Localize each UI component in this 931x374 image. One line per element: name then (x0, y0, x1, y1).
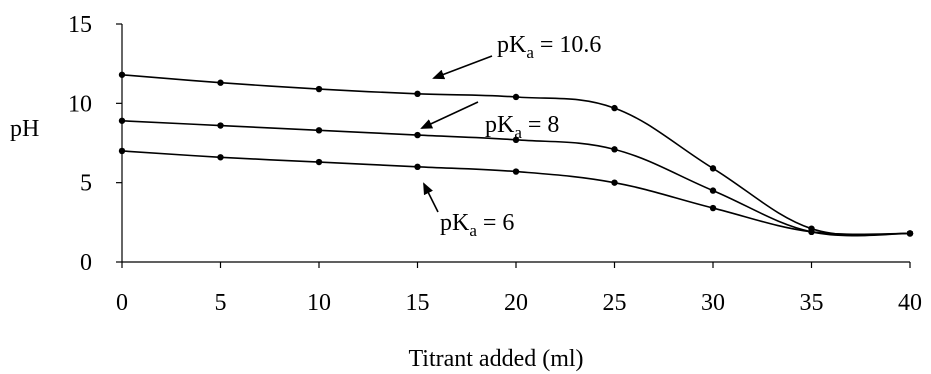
series-2-point (414, 131, 421, 139)
y-tick-label: 10 (68, 91, 92, 117)
y-tick-label: 15 (68, 12, 92, 38)
y-tick-label: 0 (80, 250, 92, 276)
series-2-point (709, 187, 717, 194)
series-1-point (315, 85, 323, 93)
annotation-label: pKa = 8 (485, 112, 559, 142)
annotation-arrow (420, 101, 479, 129)
series-2-point (118, 117, 126, 124)
annotation-label: pKa = 6 (440, 210, 514, 240)
series-1-point (709, 165, 717, 172)
series-1-line (121, 73, 911, 236)
series-3-point (315, 158, 323, 166)
series-3-point (709, 204, 717, 212)
series-1-point (414, 90, 421, 98)
series-1-point (118, 71, 126, 78)
series-3-point (512, 168, 520, 175)
series-2-point (611, 146, 618, 153)
annotation-arrow (432, 55, 493, 80)
x-tick-label: 35 (800, 290, 824, 316)
axes: 0 5 10 15 0 5 10 15 20 25 30 35 40 (68, 12, 922, 316)
series-3-point (906, 230, 914, 237)
x-tick-label: 5 (215, 290, 227, 316)
series-2-point (217, 122, 224, 129)
series-2-point (315, 127, 323, 134)
series-3-point (611, 179, 618, 186)
x-tick-label: 0 (116, 290, 128, 316)
annotations: pKa = 10.6 pKa = 8 pKa = 6 (420, 32, 601, 240)
series-3-point (217, 154, 224, 161)
x-tick-label: 30 (701, 290, 725, 316)
y-tick-label: 5 (80, 171, 92, 197)
x-tick-label: 15 (406, 290, 430, 316)
x-tick-label: 25 (603, 290, 627, 316)
series-1-point (611, 104, 618, 112)
series-3-line (121, 150, 911, 236)
series-2-point (512, 136, 520, 144)
series-group (118, 71, 914, 237)
series-1-point (512, 93, 520, 101)
series-3-point (414, 163, 421, 170)
series-1-point (217, 79, 224, 86)
series-3-point (118, 147, 126, 155)
series-3-point (808, 228, 815, 236)
y-axis-title: pH (10, 116, 39, 142)
x-tick-label: 40 (898, 290, 922, 316)
x-tick-label: 20 (504, 290, 528, 316)
x-axis-title: Titrant added (ml) (408, 346, 583, 372)
x-tick-label: 10 (307, 290, 331, 316)
annotation-label: pKa = 10.6 (497, 32, 601, 62)
annotation-arrow (423, 182, 439, 213)
